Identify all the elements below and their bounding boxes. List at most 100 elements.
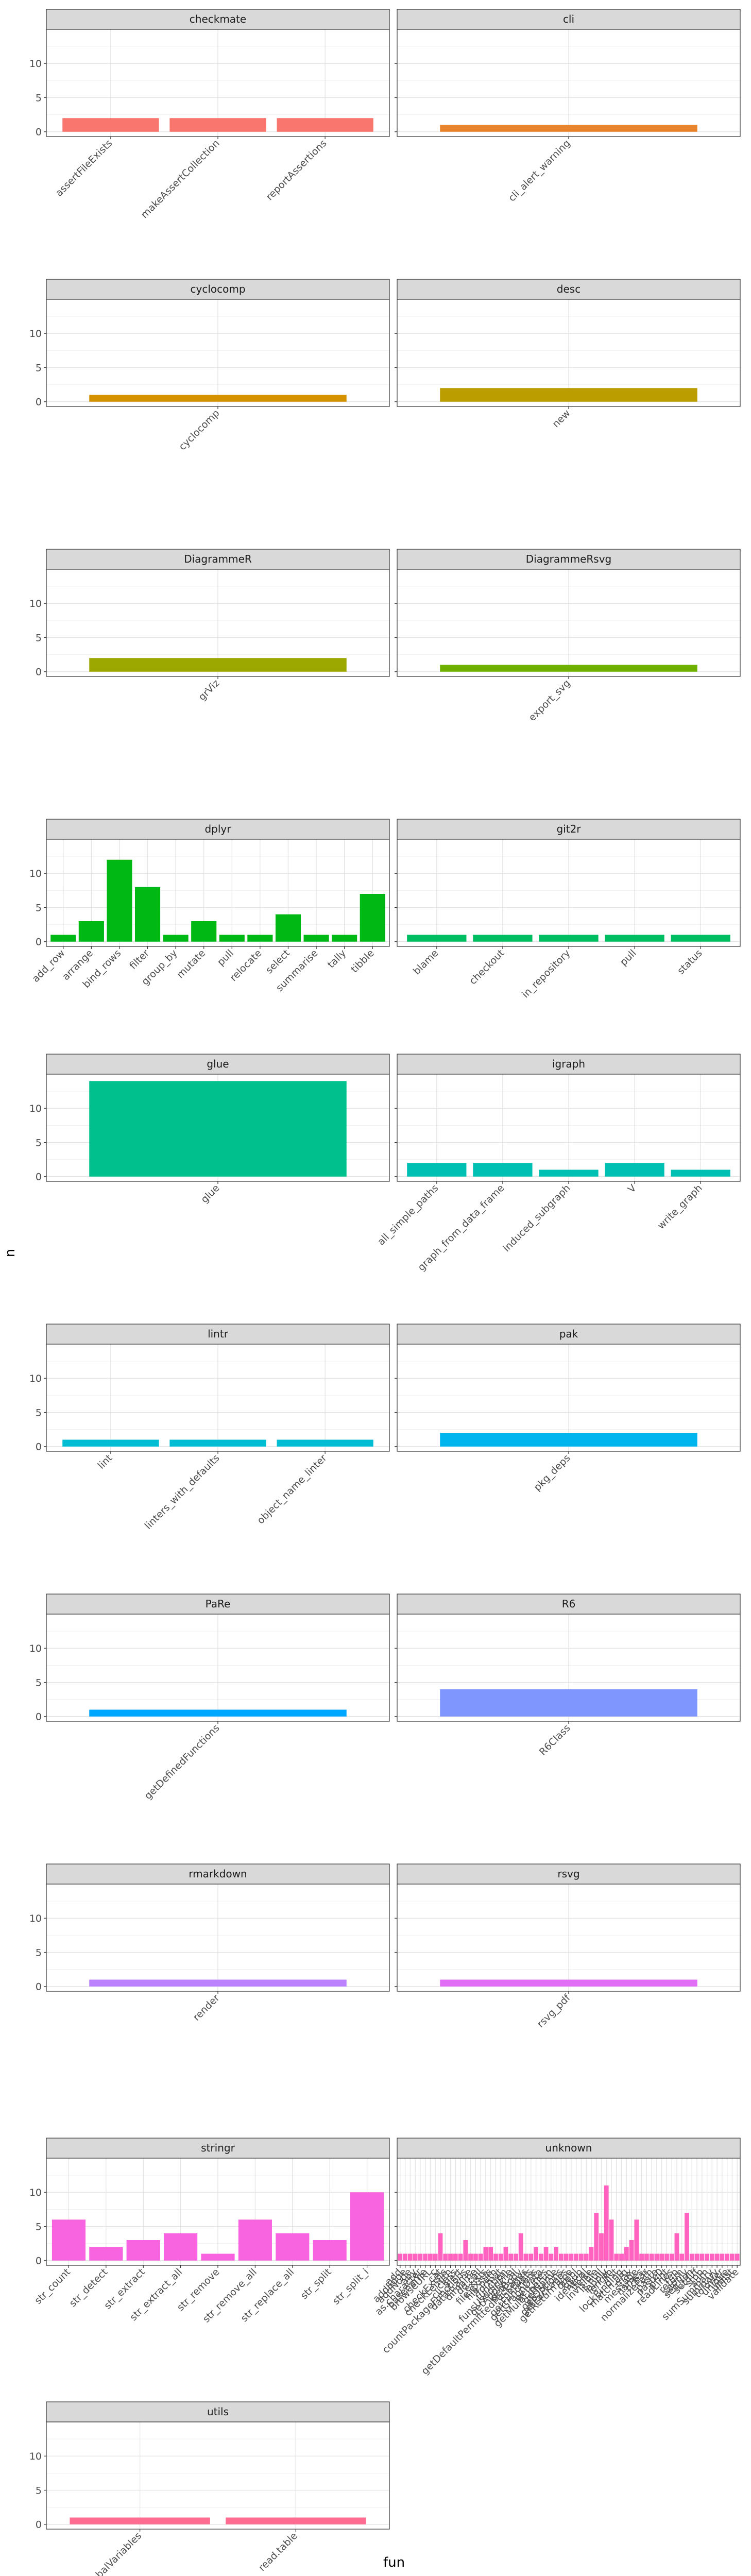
bar-nchar	[644, 2253, 649, 2261]
y-tick-label: 0	[36, 1442, 42, 1453]
bar-str_remove_all	[238, 2219, 272, 2261]
bar-gsub	[579, 2253, 584, 2261]
facet-strip	[397, 1863, 741, 1885]
bar-add	[398, 2253, 403, 2261]
facet-strip	[46, 1863, 390, 1885]
bar-paste0	[659, 2253, 664, 2261]
bar-invisible	[594, 2212, 599, 2261]
facet-strip-label: git2r	[556, 823, 581, 835]
facet-panel-unknown: unknownaddaddEdgeaddNodeanyas.characterb…	[370, 2138, 741, 2377]
bar-getDefinedFunctions	[89, 1709, 347, 1717]
facet-strip	[46, 1324, 390, 1345]
bar-filter	[134, 887, 161, 942]
facet-strip-label: R6	[562, 1598, 576, 1610]
y-tick-label: 10	[29, 2187, 42, 2198]
bar-getDefaultPermittedPackages	[523, 2253, 528, 2261]
bar-relocate	[247, 935, 273, 942]
facet-strip-label: cyclocomp	[190, 283, 245, 295]
panel-border	[46, 2421, 390, 2530]
bar-bind_rows	[107, 859, 132, 942]
bar-status	[671, 935, 730, 942]
bar-getReturnType	[569, 2253, 574, 2261]
bar-group_by	[163, 935, 189, 942]
bar-setdiff	[694, 2253, 699, 2261]
bar-names	[639, 2253, 644, 2261]
y-tick-label: 5	[36, 902, 42, 913]
bar-str_replace_all	[276, 2233, 310, 2261]
y-tick-label: 5	[36, 2221, 42, 2232]
bar-sapply	[685, 2212, 689, 2261]
bar-getGraphData	[538, 2253, 543, 2261]
facet-strip-label: desc	[557, 283, 581, 295]
bar-cli_alert_warning	[440, 125, 697, 132]
y-axis-title: n	[3, 1249, 18, 1257]
bar-lockBinding	[619, 2253, 624, 2261]
bar-function	[503, 2247, 508, 2261]
bar-addNode	[407, 2253, 413, 2261]
bar-paste	[654, 2253, 659, 2261]
bar-addEdge	[403, 2253, 408, 2261]
facet-strip-label: DiagrammeR	[184, 553, 252, 565]
facet-strip	[46, 549, 390, 570]
bar-exists	[483, 2247, 488, 2261]
bar-checkout	[473, 935, 533, 942]
bar-format	[498, 2253, 503, 2261]
bar-rsvg_pdf	[440, 1979, 697, 1987]
y-tick-label: 5	[36, 632, 42, 643]
bar-dirname	[473, 2253, 478, 2261]
bar-read.table	[226, 2517, 366, 2524]
facet-strip	[46, 2401, 390, 2422]
bar-str_detect	[89, 2247, 123, 2261]
bar-basename	[423, 2253, 428, 2261]
bar-pull	[219, 935, 245, 942]
bar-graph_from_data_frame	[473, 1163, 533, 1177]
bar-identical	[584, 2253, 589, 2261]
facet-strip	[397, 1594, 741, 1615]
bar-makeAssertCollection	[169, 118, 266, 132]
y-tick-label: 10	[29, 1373, 42, 1384]
bar-select	[275, 914, 301, 942]
bar-rep	[674, 2233, 679, 2261]
facet-strip-label: utils	[207, 2405, 229, 2418]
y-tick-label: 5	[36, 1947, 42, 1958]
bar-induced_subgraph	[539, 1170, 599, 1177]
facet-strip-label: dplyr	[204, 823, 231, 835]
bar-is.null	[599, 2233, 604, 2261]
bar-sumSummary	[709, 2253, 714, 2261]
facet-strip-label: lintr	[208, 1328, 229, 1340]
bar-pull	[605, 935, 664, 942]
bar-getApplyCall	[514, 2253, 518, 2261]
bar-mutate	[191, 921, 217, 942]
y-tick-label: 10	[29, 1643, 42, 1654]
bar-length	[609, 2219, 614, 2261]
bar-R6Class	[440, 1689, 697, 1717]
y-tick-label: 0	[36, 2519, 42, 2531]
bar-getPackages	[564, 2253, 569, 2261]
bar-str_remove	[201, 2253, 235, 2261]
bar-cyclocomp	[89, 395, 347, 402]
bar-getName	[554, 2247, 558, 2261]
facet-strip-label: rmarkdown	[189, 1868, 247, 1880]
y-tick-label: 0	[36, 1711, 42, 1723]
y-tick-label: 10	[29, 1103, 42, 1114]
facet-strip	[397, 819, 741, 840]
panel-border	[397, 2158, 741, 2266]
facet-panel-stringr: stringr0510str_countstr_detectstr_extrac…	[29, 2138, 390, 2325]
bar-countPackageFunctions	[463, 2240, 468, 2261]
y-tick-label: 10	[29, 598, 42, 609]
panel-background	[397, 2158, 740, 2265]
y-tick-label: 0	[36, 127, 42, 138]
y-tick-label: 5	[36, 2485, 42, 2496]
bar-tolower	[720, 2253, 725, 2261]
bar-getLines	[543, 2247, 549, 2261]
bar-V	[605, 1163, 664, 1177]
facet-strip	[46, 1594, 390, 1615]
bar-arrange	[78, 921, 104, 942]
bar-object_name_linter	[277, 1439, 373, 1447]
facet-strip-label: pak	[559, 1328, 578, 1340]
